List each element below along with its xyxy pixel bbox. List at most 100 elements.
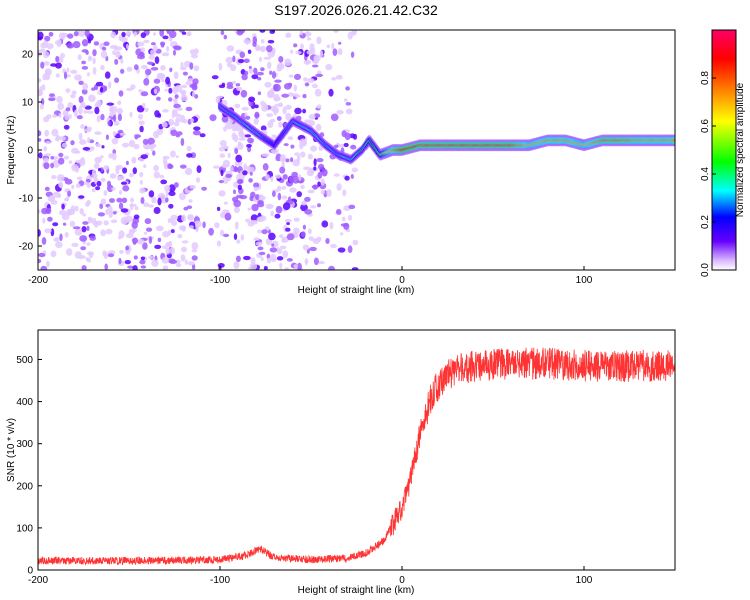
noise-blob bbox=[39, 103, 44, 110]
noise-blob bbox=[134, 64, 139, 71]
noise-blob bbox=[113, 114, 117, 123]
noise-blob bbox=[146, 227, 153, 232]
noise-blob bbox=[74, 165, 80, 173]
noise-blob bbox=[244, 134, 252, 138]
noise-blob bbox=[293, 43, 298, 48]
noise-blob bbox=[100, 229, 106, 237]
noise-blob bbox=[145, 68, 152, 76]
noise-blob bbox=[128, 228, 135, 235]
noise-blob bbox=[174, 182, 179, 188]
noise-blob bbox=[120, 208, 129, 213]
noise-blob bbox=[317, 181, 321, 187]
noise-blob bbox=[187, 214, 195, 221]
noise-blob bbox=[191, 249, 198, 253]
noise-blob bbox=[179, 66, 187, 71]
noise-blob bbox=[115, 166, 120, 175]
noise-blob bbox=[110, 31, 116, 39]
noise-blob bbox=[251, 74, 259, 80]
noise-blob bbox=[182, 71, 188, 76]
noise-blob bbox=[330, 113, 339, 122]
noise-blob bbox=[144, 107, 149, 113]
noise-blob bbox=[106, 102, 115, 106]
noise-blob bbox=[284, 218, 292, 223]
noise-blob bbox=[264, 81, 272, 88]
noise-blob bbox=[56, 95, 63, 104]
noise-blob bbox=[297, 262, 302, 270]
noise-blob bbox=[187, 261, 195, 266]
spectrogram-x-tick-label: 0 bbox=[399, 275, 405, 286]
noise-blob bbox=[276, 116, 282, 121]
noise-blob bbox=[86, 242, 91, 246]
noise-blob bbox=[50, 63, 57, 67]
noise-blob bbox=[223, 34, 228, 40]
noise-blob bbox=[303, 77, 308, 82]
noise-blob bbox=[153, 32, 156, 36]
noise-blob bbox=[84, 30, 90, 37]
noise-blob bbox=[235, 154, 243, 163]
noise-blob bbox=[118, 202, 124, 210]
noise-blob bbox=[250, 219, 258, 225]
noise-blob bbox=[326, 44, 331, 49]
noise-blob bbox=[67, 208, 76, 216]
noise-blob bbox=[47, 196, 55, 202]
noise-blob bbox=[154, 110, 160, 118]
noise-blob bbox=[87, 217, 94, 224]
noise-blob bbox=[134, 134, 141, 138]
noise-blob bbox=[307, 153, 313, 160]
noise-blob bbox=[164, 184, 171, 192]
noise-blob bbox=[341, 216, 346, 222]
noise-blob bbox=[175, 262, 182, 268]
noise-blob bbox=[63, 155, 70, 160]
colorbar-gradient bbox=[711, 29, 737, 271]
noise-blob bbox=[57, 193, 62, 198]
noise-blob bbox=[307, 189, 315, 194]
noise-blob bbox=[110, 106, 118, 114]
noise-blob bbox=[43, 61, 50, 66]
noise-blob bbox=[160, 179, 168, 185]
noise-blob bbox=[347, 214, 353, 221]
noise-blob bbox=[336, 109, 344, 115]
noise-blob bbox=[220, 30, 225, 36]
noise-blob bbox=[343, 98, 348, 102]
noise-blob bbox=[309, 43, 315, 51]
snr-x-tick-label: -200 bbox=[28, 575, 48, 586]
noise-blob bbox=[42, 51, 50, 59]
noise-blob bbox=[111, 187, 116, 191]
colorbar: 0.0 0.2 0.4 0.6 0.8 Normalized spectral ampl… bbox=[700, 29, 746, 277]
noise-blob bbox=[61, 142, 68, 148]
noise-blob bbox=[307, 78, 315, 83]
noise-blob bbox=[221, 115, 229, 123]
noise-blob bbox=[168, 30, 177, 39]
noise-blob bbox=[266, 61, 272, 70]
noise-blob bbox=[142, 102, 146, 108]
noise-blob bbox=[285, 158, 290, 163]
noise-blob bbox=[38, 78, 42, 83]
noise-blob bbox=[317, 163, 325, 170]
noise-blob bbox=[167, 163, 173, 169]
noise-blob bbox=[216, 206, 221, 211]
noise-blob bbox=[316, 236, 322, 242]
noise-blob bbox=[165, 76, 171, 85]
snr-series-line bbox=[38, 347, 675, 566]
noise-blob bbox=[184, 167, 193, 176]
noise-blob bbox=[42, 217, 46, 224]
noise-blob bbox=[183, 119, 188, 124]
noise-blob bbox=[44, 129, 49, 137]
noise-blob bbox=[218, 190, 226, 197]
noise-blob bbox=[81, 265, 87, 270]
noise-blob bbox=[79, 158, 86, 166]
noise-blob bbox=[118, 257, 122, 265]
noise-blob bbox=[243, 255, 251, 261]
noise-blob bbox=[328, 265, 335, 270]
noise-blob bbox=[263, 102, 267, 110]
noise-blob bbox=[120, 181, 128, 185]
noise-blob bbox=[267, 120, 274, 128]
noise-blob bbox=[247, 207, 251, 211]
noise-blob bbox=[130, 202, 134, 211]
noise-blob bbox=[313, 54, 321, 62]
noise-blob bbox=[181, 246, 187, 253]
noise-blob bbox=[58, 152, 64, 158]
noise-blob bbox=[227, 152, 231, 159]
noise-blob bbox=[131, 156, 137, 164]
noise-blob bbox=[64, 232, 69, 238]
